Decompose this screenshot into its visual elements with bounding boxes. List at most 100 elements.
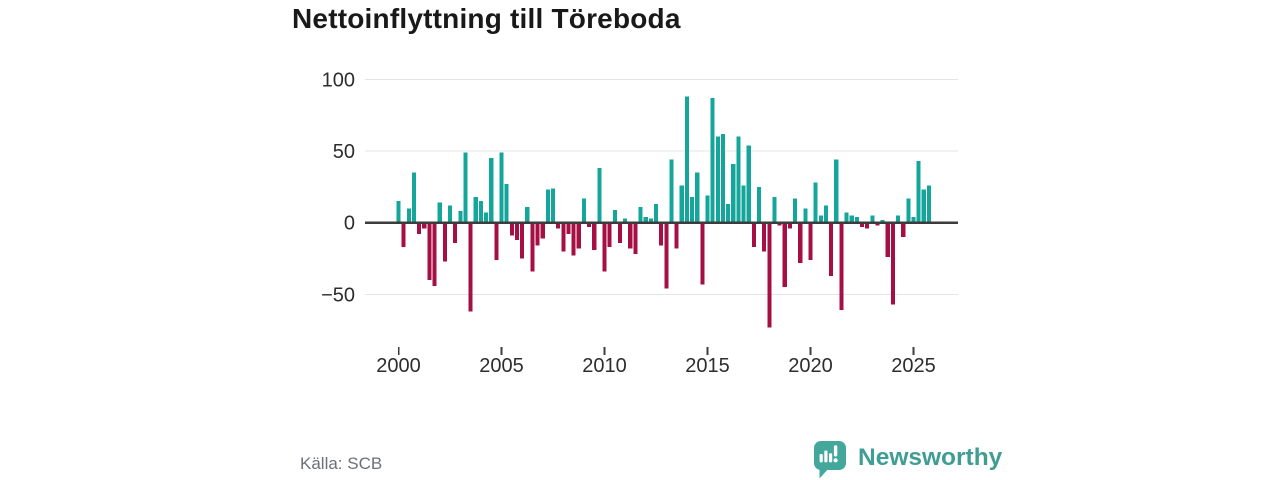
bar-2001q1: [417, 222, 422, 235]
bar-2006q4: [535, 222, 540, 246]
bar-2015q4: [720, 133, 726, 223]
bar-2008q4: [576, 222, 581, 249]
x-axis-label: 2015: [685, 355, 730, 377]
bar-2005q3: [509, 222, 514, 236]
bar-2004q1: [478, 201, 483, 223]
bar-2004q2: [484, 212, 489, 223]
bar-2001q2: [422, 222, 427, 229]
bar-2010q3: [612, 209, 617, 223]
bar-2022q2: [854, 216, 859, 223]
bar-2013q4: [679, 185, 684, 223]
bar-2000q4: [411, 172, 417, 223]
bar-2019q2: [793, 198, 798, 223]
bar-2018q2: [772, 196, 777, 223]
bar-2001q3: [427, 222, 432, 281]
bar-2000q1: [396, 201, 401, 223]
bar-2005q2: [504, 183, 509, 223]
bar-2013q2: [669, 159, 674, 223]
bar-2002q3: [447, 205, 453, 223]
bar-2006q2: [525, 206, 530, 223]
x-axis-label: 2020: [788, 355, 833, 377]
x-axis-label: 2005: [479, 355, 524, 377]
bar-2018q1: [767, 222, 772, 328]
bar-2018q4: [782, 222, 787, 288]
bar-2017q1: [746, 145, 751, 223]
bar-2016q1: [726, 204, 731, 223]
bar-2024q4: [906, 198, 911, 223]
bar-2024q1: [890, 222, 895, 305]
bar-2014q2: [690, 196, 695, 223]
bar-2020q4: [823, 205, 829, 223]
bar-2025q3: [921, 189, 926, 223]
bar-2015q1: [705, 195, 710, 223]
bar-2011q4: [638, 206, 643, 223]
bar-2007q1: [540, 222, 545, 239]
bar-2024q3: [901, 222, 906, 238]
bar-2021q3: [839, 222, 844, 311]
bar-2008q1: [561, 222, 566, 252]
bar-2014q3: [695, 172, 700, 223]
y-axis-label: 100: [322, 69, 355, 91]
bar-2019q4: [803, 208, 808, 223]
bar-2017q4: [762, 222, 767, 252]
bar-2003q3: [468, 222, 473, 312]
bar-2016q2: [731, 163, 736, 223]
bar-2022q1: [849, 215, 854, 223]
bar-2020q1: [808, 222, 813, 260]
bar-2025q2: [916, 161, 921, 223]
bar-2020q3: [818, 215, 823, 223]
bar-2003q2: [463, 152, 468, 223]
bar-2025q4: [926, 185, 931, 223]
y-axis-label: 50: [333, 141, 355, 163]
bar-2023q1: [870, 215, 875, 223]
x-axis-label: 2025: [891, 355, 936, 377]
bar-2021q1: [829, 222, 834, 276]
bar-2003q4: [473, 196, 478, 223]
bar-2020q2: [813, 182, 818, 223]
bar-2014q4: [700, 222, 705, 285]
bar-2023q2: [875, 222, 880, 226]
bar-2006q3: [530, 222, 535, 272]
bar-2017q3: [756, 186, 762, 223]
source-label: Källa: SCB: [300, 454, 383, 473]
bar-2009q4: [597, 168, 602, 223]
bar-2011q3: [633, 222, 638, 255]
bar-2012q2: [648, 218, 653, 223]
bar-2016q4: [741, 185, 746, 223]
bar-2006q1: [520, 222, 525, 259]
bar-2007q4: [556, 222, 561, 229]
bar-2019q3: [798, 222, 803, 263]
bar-2011q1: [623, 218, 628, 223]
bar-2025q1: [911, 216, 916, 223]
bar-2009q2: [587, 222, 592, 228]
y-axis-label: 0: [344, 213, 355, 235]
bar-2013q1: [664, 222, 669, 289]
bar-2010q1: [602, 222, 607, 272]
bar-2008q3: [571, 222, 576, 256]
bar-2004q3: [489, 158, 494, 223]
bar-2002q1: [437, 202, 442, 223]
bar-2010q4: [617, 222, 623, 243]
bar-2012q1: [643, 216, 648, 223]
bar-2005q1: [499, 152, 504, 223]
bar-2017q2: [751, 222, 756, 248]
bar-2022q4: [865, 222, 870, 229]
bar-2003q1: [458, 211, 463, 223]
bar-2002q2: [442, 222, 447, 262]
bar-2021q2: [834, 159, 839, 223]
bar-2021q4: [844, 212, 849, 223]
bar-2024q2: [896, 215, 901, 223]
bar-2009q1: [581, 198, 586, 223]
bar-2019q1: [787, 222, 792, 229]
newsworthy-wordmark: Newsworthy: [858, 444, 1003, 471]
bar-2023q4: [885, 222, 890, 258]
bar-2022q3: [859, 222, 865, 228]
bar-2015q3: [715, 136, 720, 223]
bar-2012q4: [659, 222, 664, 246]
chart-title: Nettoinflyttning till Töreboda: [292, 3, 681, 34]
bar-2000q2: [401, 222, 406, 248]
bar-2018q3: [777, 222, 782, 226]
bar-2012q3: [653, 204, 659, 223]
bar-2004q4: [494, 222, 499, 260]
